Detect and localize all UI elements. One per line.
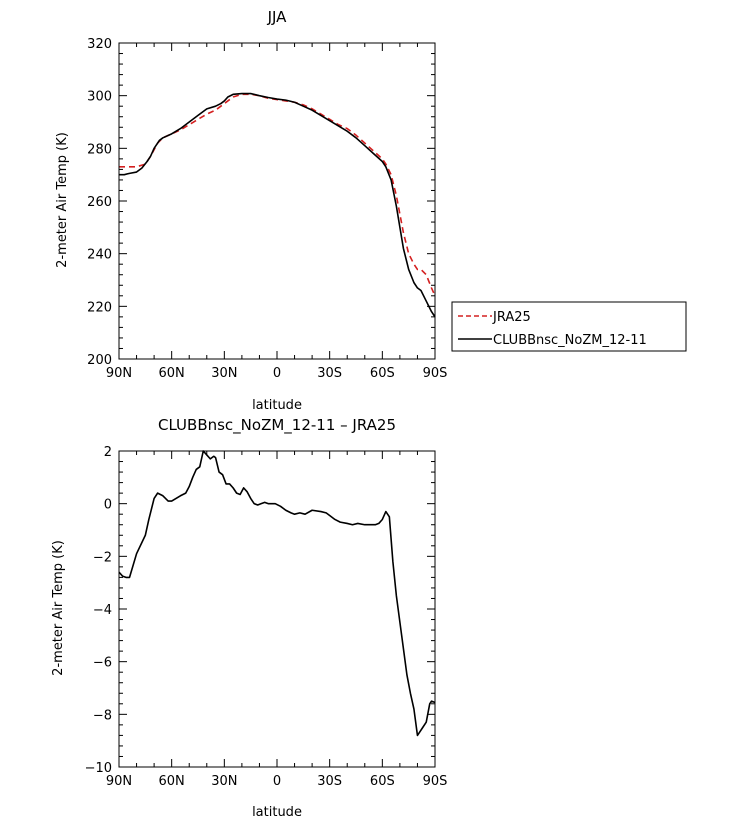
- top-x-tick-label: 90N: [106, 366, 132, 381]
- bottom-y-tick-label: −6: [93, 656, 112, 671]
- top-x-tick-label: 60N: [159, 366, 185, 381]
- bottom-x-tick-label: 60S: [370, 774, 395, 789]
- top-y-tick-label: 260: [87, 195, 112, 210]
- top-chart: JJA latitude 2-meter Air Temp (K) 90N 60N…: [55, 8, 447, 413]
- bottom-series-line-0: [118, 450, 436, 737]
- top-series-line-0: [119, 93, 436, 297]
- bottom-x-tick-label: 90N: [106, 774, 132, 789]
- top-x-tick-label: 30N: [211, 366, 237, 381]
- top-series-line-1: [119, 92, 436, 318]
- top-x-tick-label: 30S: [317, 366, 342, 381]
- bottom-y-tick-label: −2: [93, 550, 112, 565]
- top-x-tick-label: 60S: [370, 366, 395, 381]
- bottom-x-tick-label: 30S: [317, 774, 342, 789]
- top-chart-xlabel: latitude: [252, 398, 302, 413]
- top-chart-title: JJA: [267, 8, 288, 26]
- bottom-y-tick-label: 2: [104, 445, 112, 460]
- top-y-tick-label: 240: [87, 248, 112, 263]
- top-y-tick-label: 220: [87, 300, 112, 315]
- legend-label-clubb: CLUBBnsc_NoZM_12-11: [493, 333, 647, 348]
- bottom-y-tick-label: −4: [93, 603, 112, 618]
- bottom-y-tick-label: −8: [93, 708, 112, 723]
- top-x-tick-label: 90S: [423, 366, 448, 381]
- top-y-tick-label: 280: [87, 142, 112, 157]
- legend-box: [451, 301, 687, 352]
- top-y-tick-label: 300: [87, 90, 112, 105]
- bottom-x-tick-label: 90S: [423, 774, 448, 789]
- bottom-chart-frame: [118, 450, 436, 768]
- top-y-tick-label: 320: [87, 37, 112, 52]
- top-x-tick-label: 0: [273, 366, 281, 381]
- top-y-tick-label: 200: [87, 353, 112, 368]
- bottom-chart-xlabel: latitude: [252, 805, 302, 820]
- legend-label-jra25: JRA25: [492, 310, 531, 325]
- bottom-x-tick-label: 60N: [159, 774, 185, 789]
- bottom-chart-ylabel: 2-meter Air Temp (K): [51, 540, 66, 676]
- bottom-x-tick-label: 30N: [211, 774, 237, 789]
- bottom-y-tick-label: −10: [85, 761, 112, 776]
- bottom-chart-title: CLUBBnsc_NoZM_12-11 – JRA25: [158, 416, 396, 435]
- bottom-x-tick-label: 0: [273, 774, 281, 789]
- bottom-chart: CLUBBnsc_NoZM_12-11 – JRA25 latitude 2-m…: [51, 416, 447, 820]
- top-chart-ylabel: 2-meter Air Temp (K): [55, 132, 70, 268]
- top-chart-frame: [118, 42, 436, 360]
- legend: JRA25 CLUBBnsc_NoZM_12-11: [451, 301, 687, 352]
- bottom-y-tick-label: 0: [104, 498, 112, 513]
